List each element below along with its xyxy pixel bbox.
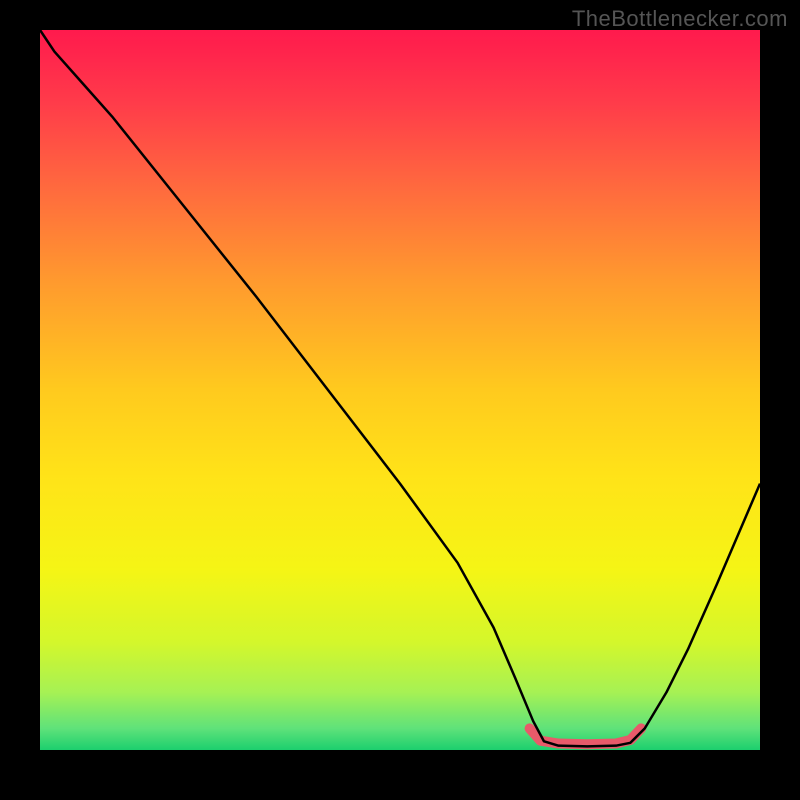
bottleneck-chart — [0, 0, 800, 800]
watermark-text: TheBottlenecker.com — [572, 6, 788, 32]
chart-container: TheBottlenecker.com — [0, 0, 800, 800]
plot-background — [40, 30, 760, 750]
